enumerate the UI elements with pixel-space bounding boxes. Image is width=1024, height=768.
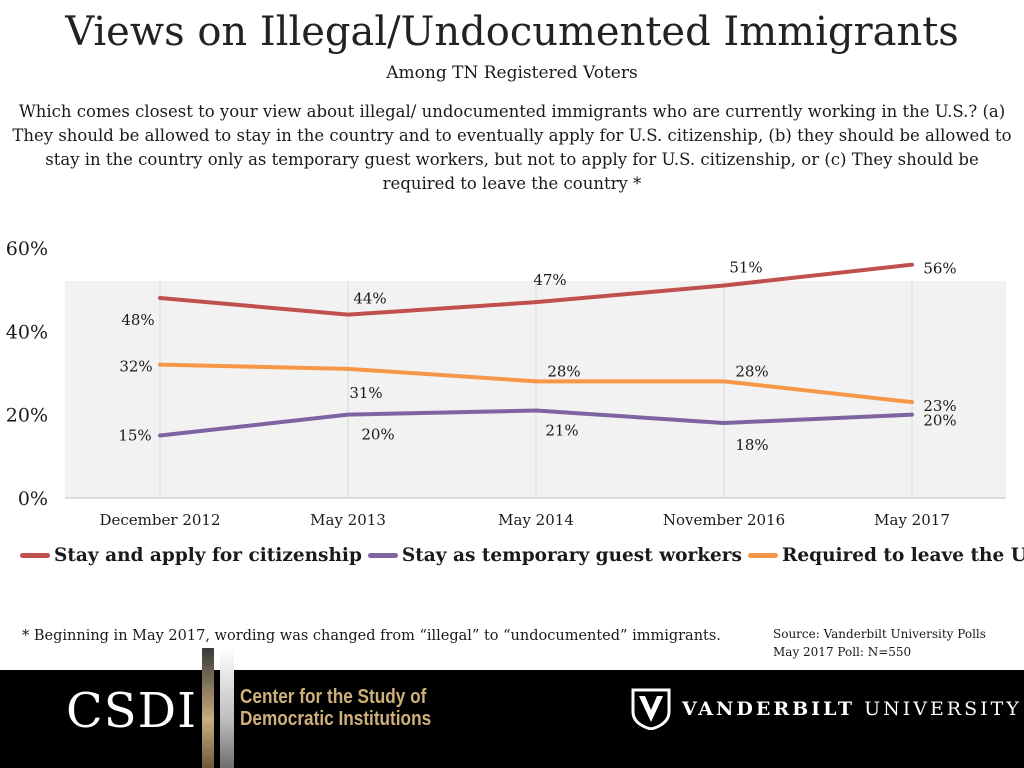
- y-tick-label: 40%: [6, 321, 48, 343]
- legend-label: Stay and apply for citizenship: [54, 544, 362, 566]
- vanderbilt-word: VANDERBILT: [682, 698, 856, 720]
- line-chart: 0% 20% 40% 60% December 2012 May 2013 May 2014…: [6, 238, 1006, 528]
- silver-bar: [220, 648, 234, 768]
- y-tick-label: 60%: [6, 238, 48, 260]
- center-name-line1: Center for the Study of: [240, 686, 427, 708]
- data-label: 21%: [545, 422, 578, 440]
- data-label: 44%: [353, 290, 386, 308]
- chart-legend: Stay and apply for citizenship Stay as t…: [20, 541, 1024, 569]
- legend-swatch-leave: [747, 552, 778, 558]
- gold-bar: [202, 648, 214, 768]
- vanderbilt-wordmark: VANDERBILT UNIVERSITY: [682, 696, 1022, 722]
- csdi-logo-text: CSDI: [66, 683, 198, 739]
- data-label: 51%: [729, 259, 762, 277]
- center-name: Center for the Study of Democratic Insti…: [240, 686, 431, 730]
- x-tick-label: November 2016: [663, 511, 785, 528]
- csdi-logo-bars: [202, 648, 238, 768]
- series-line: [158, 408, 914, 438]
- y-tick-label: 0%: [18, 488, 48, 510]
- page-subtitle: Among TN Registered Voters: [386, 63, 638, 83]
- data-label: 31%: [349, 384, 382, 402]
- legend-item-leave: Required to leave the U.S.: [747, 544, 1024, 566]
- legend-swatch-citizenship: [20, 552, 50, 558]
- university-word: UNIVERSITY: [864, 698, 1022, 720]
- data-label: 20%: [361, 426, 394, 444]
- x-tick-label: May 2013: [310, 511, 386, 528]
- legend-label: Required to leave the U.S.: [781, 544, 1024, 566]
- series-line: [158, 362, 914, 405]
- data-label: 56%: [923, 260, 956, 278]
- source-note: Source: Vanderbilt University Polls May …: [773, 627, 986, 659]
- data-label: 15%: [118, 427, 151, 445]
- data-label: 28%: [547, 362, 580, 380]
- legend-item-citizenship: Stay and apply for citizenship: [20, 545, 362, 566]
- footnote: * Beginning in May 2017, wording was cha…: [22, 628, 721, 644]
- page-title: Views on Illegal/Undocumented Immigrants: [65, 9, 959, 55]
- legend-label: Stay as temporary guest workers: [401, 544, 742, 566]
- survey-question: Which comes closest to your view about i…: [12, 102, 1012, 193]
- data-label: 28%: [735, 362, 768, 380]
- data-label: 48%: [121, 311, 154, 329]
- data-label: 20%: [923, 412, 956, 430]
- x-tick-label: May 2017: [874, 511, 950, 528]
- data-label: 32%: [119, 358, 152, 376]
- y-tick-label: 20%: [6, 405, 48, 427]
- legend-swatch-guest-workers: [367, 552, 398, 558]
- x-tick-label: May 2014: [498, 511, 574, 528]
- data-label: 18%: [735, 436, 768, 454]
- center-name-line2: Democratic Institutions: [240, 708, 432, 730]
- footer-band: [0, 670, 1024, 768]
- data-label: 47%: [533, 271, 566, 289]
- vanderbilt-shield-icon: [631, 688, 671, 730]
- legend-item-guest-workers: Stay as temporary guest workers: [367, 544, 742, 566]
- x-tick-label: December 2012: [100, 511, 221, 528]
- series-line: [158, 262, 914, 317]
- data-label: 23%: [923, 397, 956, 415]
